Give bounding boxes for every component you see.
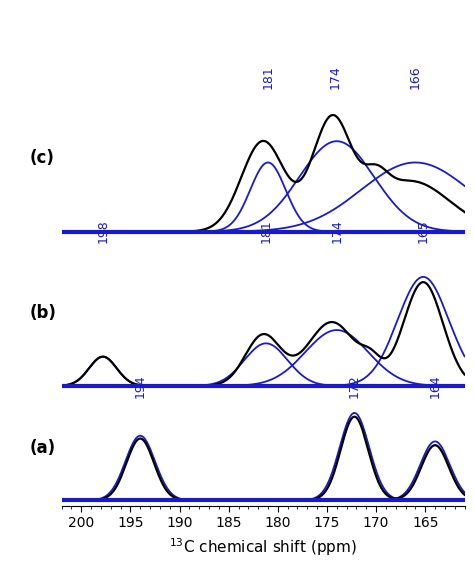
Text: 172: 172	[348, 375, 361, 398]
Text: 198: 198	[96, 220, 109, 243]
Text: (b): (b)	[29, 304, 56, 321]
Text: 194: 194	[134, 375, 147, 398]
Text: 166: 166	[409, 66, 422, 89]
Text: 181: 181	[260, 220, 273, 243]
Text: 164: 164	[428, 375, 442, 398]
Text: 181: 181	[262, 66, 274, 89]
Text: (c): (c)	[29, 150, 54, 167]
X-axis label: $^{13}$C chemical shift (ppm): $^{13}$C chemical shift (ppm)	[169, 536, 357, 558]
Text: 174: 174	[328, 66, 341, 89]
Text: 174: 174	[330, 220, 343, 243]
Text: (a): (a)	[29, 439, 55, 457]
Text: 165: 165	[417, 220, 430, 243]
